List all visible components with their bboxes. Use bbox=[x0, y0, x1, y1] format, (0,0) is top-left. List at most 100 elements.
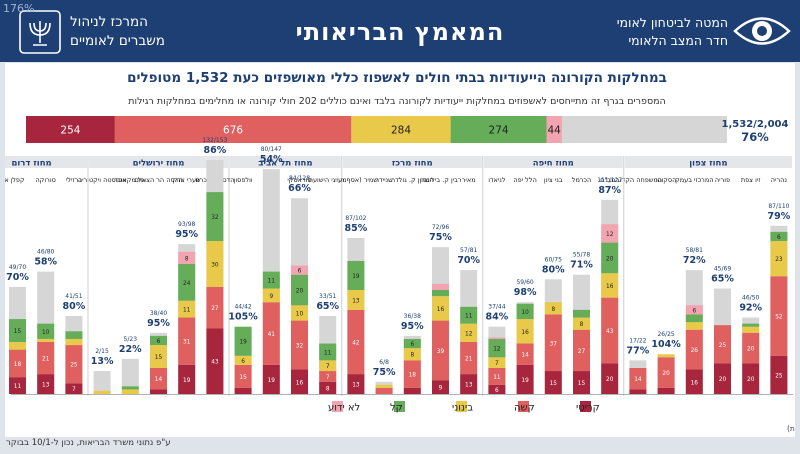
hospital-pct: 92% bbox=[739, 303, 762, 314]
hospital-occupancy: 5/23 bbox=[124, 336, 138, 343]
menorah-emblem-icon bbox=[19, 10, 61, 54]
bar-seg-label: 20 bbox=[719, 377, 727, 383]
hospital-pct: 77% bbox=[627, 345, 650, 356]
bar-seg-label: 6 bbox=[410, 342, 414, 348]
bar-seg-serious bbox=[234, 364, 252, 388]
bar-seg-moderate bbox=[93, 390, 111, 394]
bar-seg-label: 12 bbox=[493, 347, 501, 353]
hospital-occupancy: 84/128 bbox=[289, 175, 310, 182]
bar-seg-unknown bbox=[432, 283, 449, 290]
bar-seg-label: 19 bbox=[352, 274, 360, 280]
region-header-bg bbox=[483, 156, 623, 168]
bar-seg-moderate bbox=[573, 317, 590, 330]
hospital-name: המרכזי בעמק bbox=[675, 176, 713, 184]
bar-seg-label: 19 bbox=[183, 378, 191, 384]
bar-seg-critical bbox=[319, 381, 337, 394]
bar-seg-serious bbox=[685, 329, 703, 370]
bar-seg-moderate bbox=[601, 273, 619, 298]
hospital-name: השרון ק. גולדה bbox=[391, 176, 434, 184]
bar-seg-label: 11 bbox=[493, 375, 501, 381]
bar-seg-critical bbox=[347, 374, 365, 394]
hospital-occupancy: 55/78 bbox=[573, 252, 590, 259]
occupancy-chart: במחלקות הקורונה הייעודיות בבתי חולים לאש… bbox=[0, 70, 800, 433]
region-header-bg bbox=[624, 156, 792, 168]
bar-seg-mild bbox=[178, 264, 196, 301]
bar-seg-label: 23 bbox=[775, 257, 783, 263]
hospital-occupancy: 87/110 bbox=[768, 203, 789, 210]
header-org-right-2: חדר המצב הלאומי bbox=[628, 33, 728, 48]
bar-seg-label: 21 bbox=[42, 357, 50, 363]
hospital-pct: 84% bbox=[486, 312, 509, 323]
bar-seg-mild bbox=[150, 335, 167, 346]
bar-seg-label: 11 bbox=[268, 279, 276, 285]
bar-seg-label: 43 bbox=[606, 329, 614, 335]
bar-seg-label: 32 bbox=[211, 215, 219, 221]
bar-seg-moderate bbox=[347, 290, 365, 310]
bar-seg-moderate bbox=[375, 384, 393, 388]
hospital-pct: 22% bbox=[119, 344, 142, 355]
hospital-occupancy: 6/8 bbox=[379, 359, 389, 366]
bar-seg-moderate bbox=[516, 319, 534, 344]
bar-seg-mild bbox=[234, 326, 252, 356]
bar-seg-label: 13 bbox=[42, 383, 50, 389]
bar-seg-serious bbox=[291, 320, 308, 370]
bar-seg-critical bbox=[770, 355, 788, 394]
hospital-occupancy: 72/96 bbox=[432, 224, 449, 231]
hospital-occupancy: 2/15 bbox=[95, 348, 109, 355]
hospital-name: סוראסקי bbox=[287, 176, 311, 184]
bar-seg-label: 8 bbox=[410, 353, 414, 359]
region-header-bg bbox=[230, 156, 341, 168]
bar-seg-critical bbox=[262, 364, 280, 394]
bar-seg-label: 18 bbox=[409, 373, 417, 379]
summary-seg-label-moderate: 284 bbox=[391, 125, 411, 137]
hospital-pct: 79% bbox=[768, 211, 791, 222]
bar-seg-label: 27 bbox=[578, 349, 586, 355]
legend-label-moderate: בינוני bbox=[452, 403, 473, 414]
hospital-pct: 71% bbox=[570, 260, 593, 271]
hospital-name: רבין ק. בילינסון bbox=[419, 176, 462, 184]
hospital-name: אסותא אשדוד bbox=[5, 176, 9, 184]
bar-seg-label: 20 bbox=[747, 377, 755, 383]
bar-seg-mild bbox=[65, 331, 83, 339]
hospital-name: שניידר bbox=[375, 176, 393, 184]
legend-swatch-mild bbox=[394, 401, 405, 412]
bar-seg-label: 10 bbox=[296, 311, 304, 317]
bar-seg-label: 25 bbox=[775, 373, 783, 379]
bar-seg-critical bbox=[544, 371, 562, 394]
capacity-bar bbox=[93, 371, 111, 394]
bar-seg-moderate bbox=[291, 305, 308, 321]
bar-seg-serious bbox=[375, 387, 393, 394]
page-title: המאמץ הבריאותי bbox=[295, 18, 505, 46]
bar-seg-mild bbox=[573, 309, 590, 318]
bar-seg-label: 6 bbox=[692, 308, 696, 314]
bar-seg-moderate bbox=[488, 357, 506, 368]
bar-seg-label: 9 bbox=[269, 294, 273, 300]
bar-seg-moderate bbox=[150, 345, 167, 368]
legend-swatch-critical bbox=[580, 401, 591, 412]
bar-seg-label: 20 bbox=[606, 377, 614, 383]
hospital-name: נהריה bbox=[771, 176, 787, 184]
bar-seg-label: 16 bbox=[521, 330, 529, 336]
hospital-occupancy: 59/60 bbox=[516, 279, 533, 286]
summary-occupancy: 1,532/2,004 bbox=[722, 119, 789, 130]
bar-seg-label: 11 bbox=[465, 314, 473, 320]
bar-seg-serious bbox=[432, 320, 449, 381]
region-header-bg bbox=[89, 156, 228, 168]
bar-seg-serious bbox=[206, 286, 224, 329]
bar-seg-unknown bbox=[178, 251, 196, 264]
bar-seg-serious bbox=[516, 343, 534, 365]
bar-seg-label: 10 bbox=[521, 310, 529, 316]
bar-seg-label: 15 bbox=[550, 381, 558, 387]
hospital-pct: 66% bbox=[288, 183, 311, 194]
bar-seg-label: 6 bbox=[495, 388, 499, 394]
bar-seg-mild bbox=[37, 323, 55, 339]
hospital-occupancy: 80/147 bbox=[261, 146, 282, 153]
bar-seg-label: 11 bbox=[14, 384, 22, 390]
bar-seg-label: 12 bbox=[465, 331, 473, 337]
bar-seg-label: 32 bbox=[296, 344, 304, 350]
bar-seg-serious bbox=[488, 368, 506, 385]
bar-seg-moderate bbox=[432, 296, 449, 321]
zoom-indicator: 176% bbox=[3, 2, 35, 15]
bar-seg-critical bbox=[516, 364, 534, 394]
hospital-occupancy: 45/69 bbox=[714, 265, 731, 272]
